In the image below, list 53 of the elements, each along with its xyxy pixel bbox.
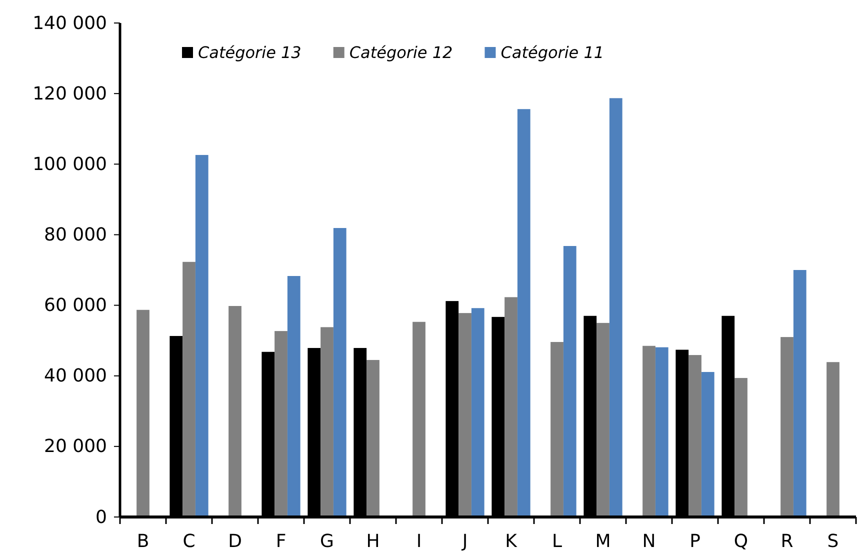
y-tick-label: 100 000: [32, 154, 107, 175]
bar: [596, 322, 610, 517]
x-tick-label: R: [780, 531, 794, 552]
bar: [136, 310, 150, 517]
x-tick-label: D: [228, 531, 242, 552]
bar: [320, 327, 334, 517]
bar: [412, 322, 426, 517]
bar: [688, 355, 702, 517]
bar: [517, 109, 530, 517]
x-tick-label: J: [461, 531, 468, 552]
x-tick-label: B: [136, 531, 150, 552]
bar: [458, 313, 472, 517]
bar: [504, 297, 518, 517]
bar: [287, 276, 300, 517]
bar: [701, 372, 714, 517]
legend-label: Catégorie 11: [500, 43, 604, 62]
bar: [734, 378, 748, 517]
y-tick-label: 120 000: [32, 83, 107, 104]
bar: [563, 246, 576, 517]
y-tick-label: 140 000: [32, 12, 107, 34]
bar: [642, 346, 656, 517]
x-tick-label: F: [276, 531, 286, 552]
bar: [195, 154, 208, 517]
y-tick-label: 0: [96, 506, 107, 528]
bar: [780, 337, 794, 517]
legend-label: Catégorie 13: [198, 43, 302, 62]
x-tick-label: H: [366, 531, 380, 552]
bar: [228, 306, 242, 517]
x-tick-label: I: [416, 531, 422, 552]
x-tick-label: Q: [734, 531, 748, 552]
y-tick-label: 40 000: [44, 366, 107, 387]
x-tick-label: N: [642, 531, 656, 552]
x-tick-label: P: [690, 531, 701, 552]
bar: [550, 342, 564, 517]
x-tick-label: M: [595, 531, 611, 552]
x-tick-label: S: [827, 531, 839, 552]
y-tick-label: 20 000: [44, 436, 107, 458]
bar: [366, 360, 380, 517]
bar: [609, 98, 622, 517]
x-tick-label: L: [552, 531, 562, 552]
legend-label: Catégorie 12: [349, 43, 453, 62]
x-tick-label: C: [182, 531, 196, 552]
x-tick-label: K: [505, 531, 518, 552]
bar: [274, 331, 288, 517]
y-tick-label: 60 000: [44, 295, 107, 316]
x-tick-label: G: [320, 531, 334, 552]
bar: [182, 262, 196, 517]
bar: [826, 362, 840, 517]
bar: [333, 228, 346, 517]
bar: [471, 308, 484, 517]
bar: [793, 270, 806, 517]
y-tick-label: 80 000: [44, 224, 107, 246]
bar: [655, 347, 668, 517]
